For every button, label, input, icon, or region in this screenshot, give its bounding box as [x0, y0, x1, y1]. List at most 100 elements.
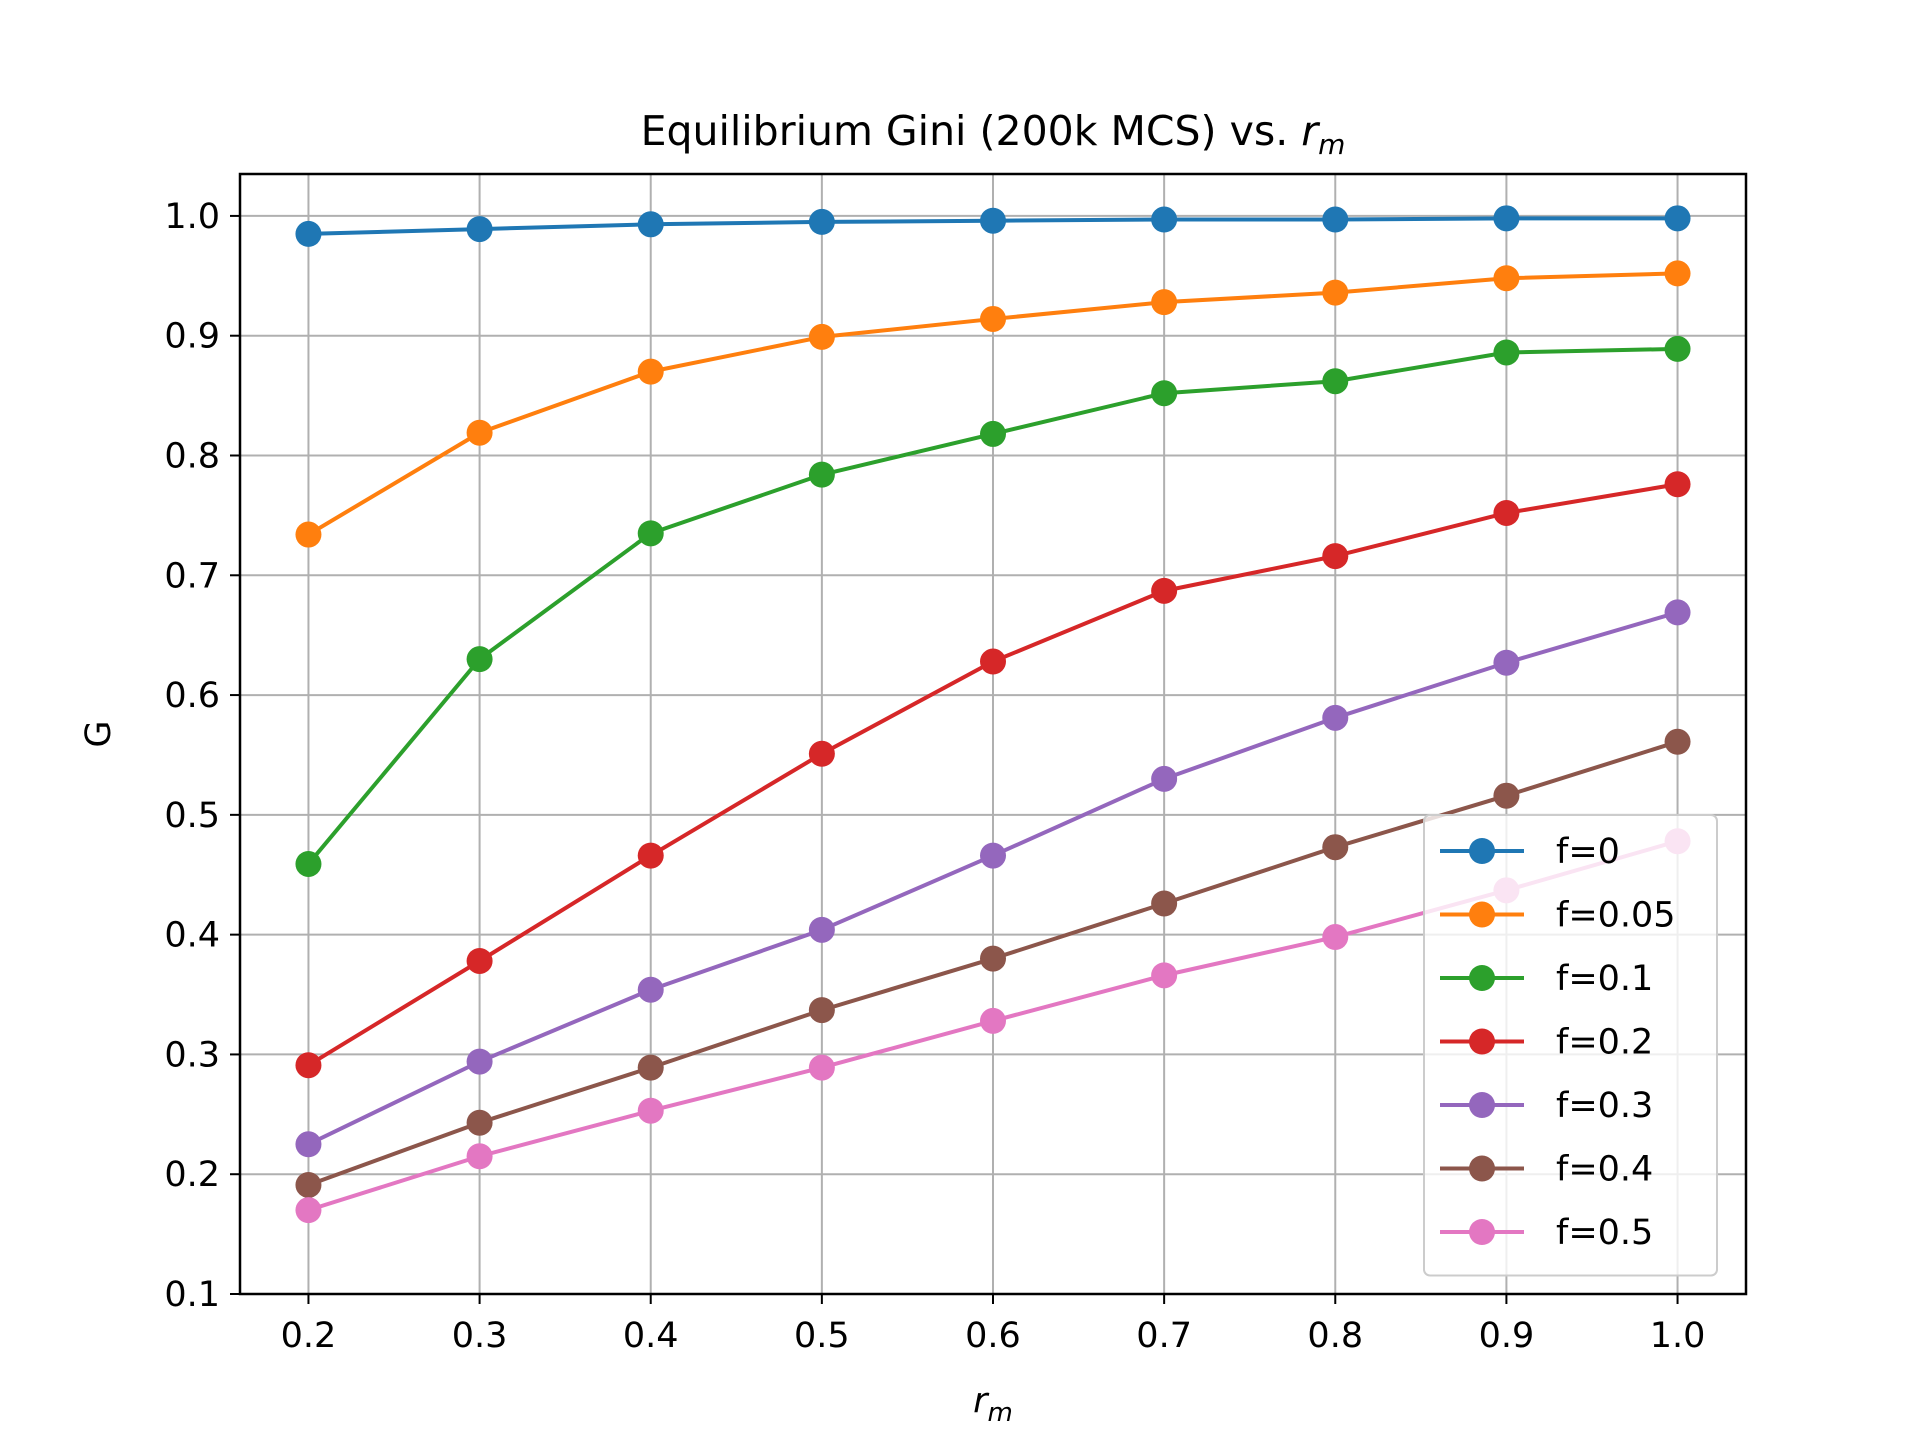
data-point [1493, 265, 1520, 292]
x-tick-label: 0.9 [1479, 1316, 1535, 1356]
y-tick-label: 0.1 [164, 1275, 220, 1315]
data-point [808, 323, 835, 350]
data-point [980, 420, 1006, 447]
data-point [1322, 834, 1349, 861]
data-point [466, 216, 493, 243]
data-point [808, 1054, 835, 1081]
data-point [295, 850, 322, 877]
y-tick-label: 0.7 [164, 556, 220, 596]
x-tick-label: 0.6 [965, 1316, 1021, 1356]
data-point [980, 1007, 1006, 1034]
data-point [295, 220, 322, 247]
series-f=0 [295, 205, 1691, 247]
data-point [1322, 279, 1349, 306]
data-point [1151, 890, 1178, 917]
legend-item: f=0.05 [1440, 896, 1676, 936]
legend-item: f=0.2 [1440, 1023, 1653, 1063]
y-tick-label: 0.4 [164, 916, 220, 956]
data-point [637, 520, 664, 547]
legend-swatch-marker [1469, 1155, 1495, 1182]
legend-swatch-marker [1469, 1028, 1495, 1055]
data-point [295, 1171, 322, 1198]
data-point [1664, 335, 1691, 362]
series-f=0.2 [295, 471, 1691, 1079]
data-point [466, 419, 493, 446]
legend-swatch-marker [1469, 1219, 1495, 1245]
data-point [637, 842, 664, 869]
legend-swatch-marker [1469, 1092, 1495, 1118]
data-point [1493, 782, 1520, 809]
y-tick-label: 0.8 [164, 436, 220, 476]
data-point [295, 1131, 322, 1158]
data-point [295, 521, 322, 548]
y-tick-label: 0.5 [164, 796, 220, 836]
data-point [295, 1052, 322, 1079]
legend: f=0 f=0.05 f=0.1 f=0.2 f=0.3 f=0.4 f=0.5 [1423, 814, 1718, 1277]
series-f=0.05 [295, 260, 1691, 548]
legend-label: f=0.05 [1556, 896, 1676, 936]
legend-label: f=0.2 [1556, 1023, 1653, 1063]
legend-swatch-marker [1469, 901, 1495, 928]
legend-item: f=0 [1440, 832, 1620, 872]
data-point [466, 646, 493, 673]
data-point [980, 207, 1006, 234]
legend-swatch-marker [1469, 965, 1495, 991]
data-point [1664, 599, 1691, 626]
data-point [637, 1097, 664, 1124]
axes-ticks: 0.2 0.3 0.4 0.5 0.6 0.7 0.8 0.9 1.0 0.1 0.2 0.3 0.4 0… [164, 197, 1705, 1356]
data-point [1151, 577, 1178, 604]
data-point [808, 740, 835, 767]
legend-box [1423, 814, 1718, 1277]
x-tick-label: 0.7 [1136, 1316, 1192, 1356]
x-tick-label: 0.4 [623, 1316, 679, 1356]
series-group [295, 205, 1691, 1224]
data-point [1151, 765, 1178, 792]
data-point [637, 1054, 664, 1081]
data-point [1664, 471, 1691, 498]
data-point [1664, 728, 1691, 755]
data-point [980, 648, 1006, 675]
x-tick-label: 0.2 [281, 1316, 337, 1356]
data-point [1322, 704, 1349, 731]
y-tick-label: 0.9 [164, 317, 220, 357]
data-point [980, 945, 1006, 972]
legend-item: f=0.1 [1440, 959, 1653, 999]
data-point [808, 916, 835, 943]
data-point [637, 358, 664, 385]
data-point [1493, 205, 1520, 232]
data-point [1493, 339, 1520, 366]
data-point [466, 1143, 493, 1170]
y-tick-label: 1.0 [164, 197, 220, 237]
data-point [466, 947, 493, 974]
legend-label: f=0 [1556, 832, 1620, 872]
data-point [1322, 924, 1349, 951]
y-tick-label: 0.6 [164, 676, 220, 716]
data-point [1664, 260, 1691, 287]
x-tick-label: 0.3 [452, 1316, 508, 1356]
data-point [295, 1197, 322, 1224]
data-point [1322, 206, 1349, 233]
chart-title: Equilibrium Gini (200k MCS) vs. rm [641, 107, 1346, 161]
legend-item: f=0.5 [1440, 1213, 1653, 1253]
legend-label: f=0.5 [1556, 1213, 1653, 1253]
data-point [808, 461, 835, 488]
series-f=0.1 [295, 335, 1691, 877]
data-point [808, 208, 835, 235]
data-point [1151, 289, 1178, 316]
data-point [466, 1048, 493, 1075]
legend-swatch-marker [1469, 838, 1495, 864]
data-point [808, 997, 835, 1024]
data-point [980, 305, 1006, 332]
x-tick-label: 1.0 [1650, 1316, 1706, 1356]
legend-label: f=0.3 [1556, 1086, 1653, 1126]
x-axis-label: rm [973, 1381, 1013, 1428]
data-point [1493, 499, 1520, 526]
data-point [1151, 962, 1178, 989]
data-point [1493, 649, 1520, 676]
series-f=0.3 [295, 599, 1691, 1158]
data-point [1151, 380, 1178, 407]
y-tick-label: 0.3 [164, 1035, 220, 1075]
data-point [1322, 543, 1349, 570]
